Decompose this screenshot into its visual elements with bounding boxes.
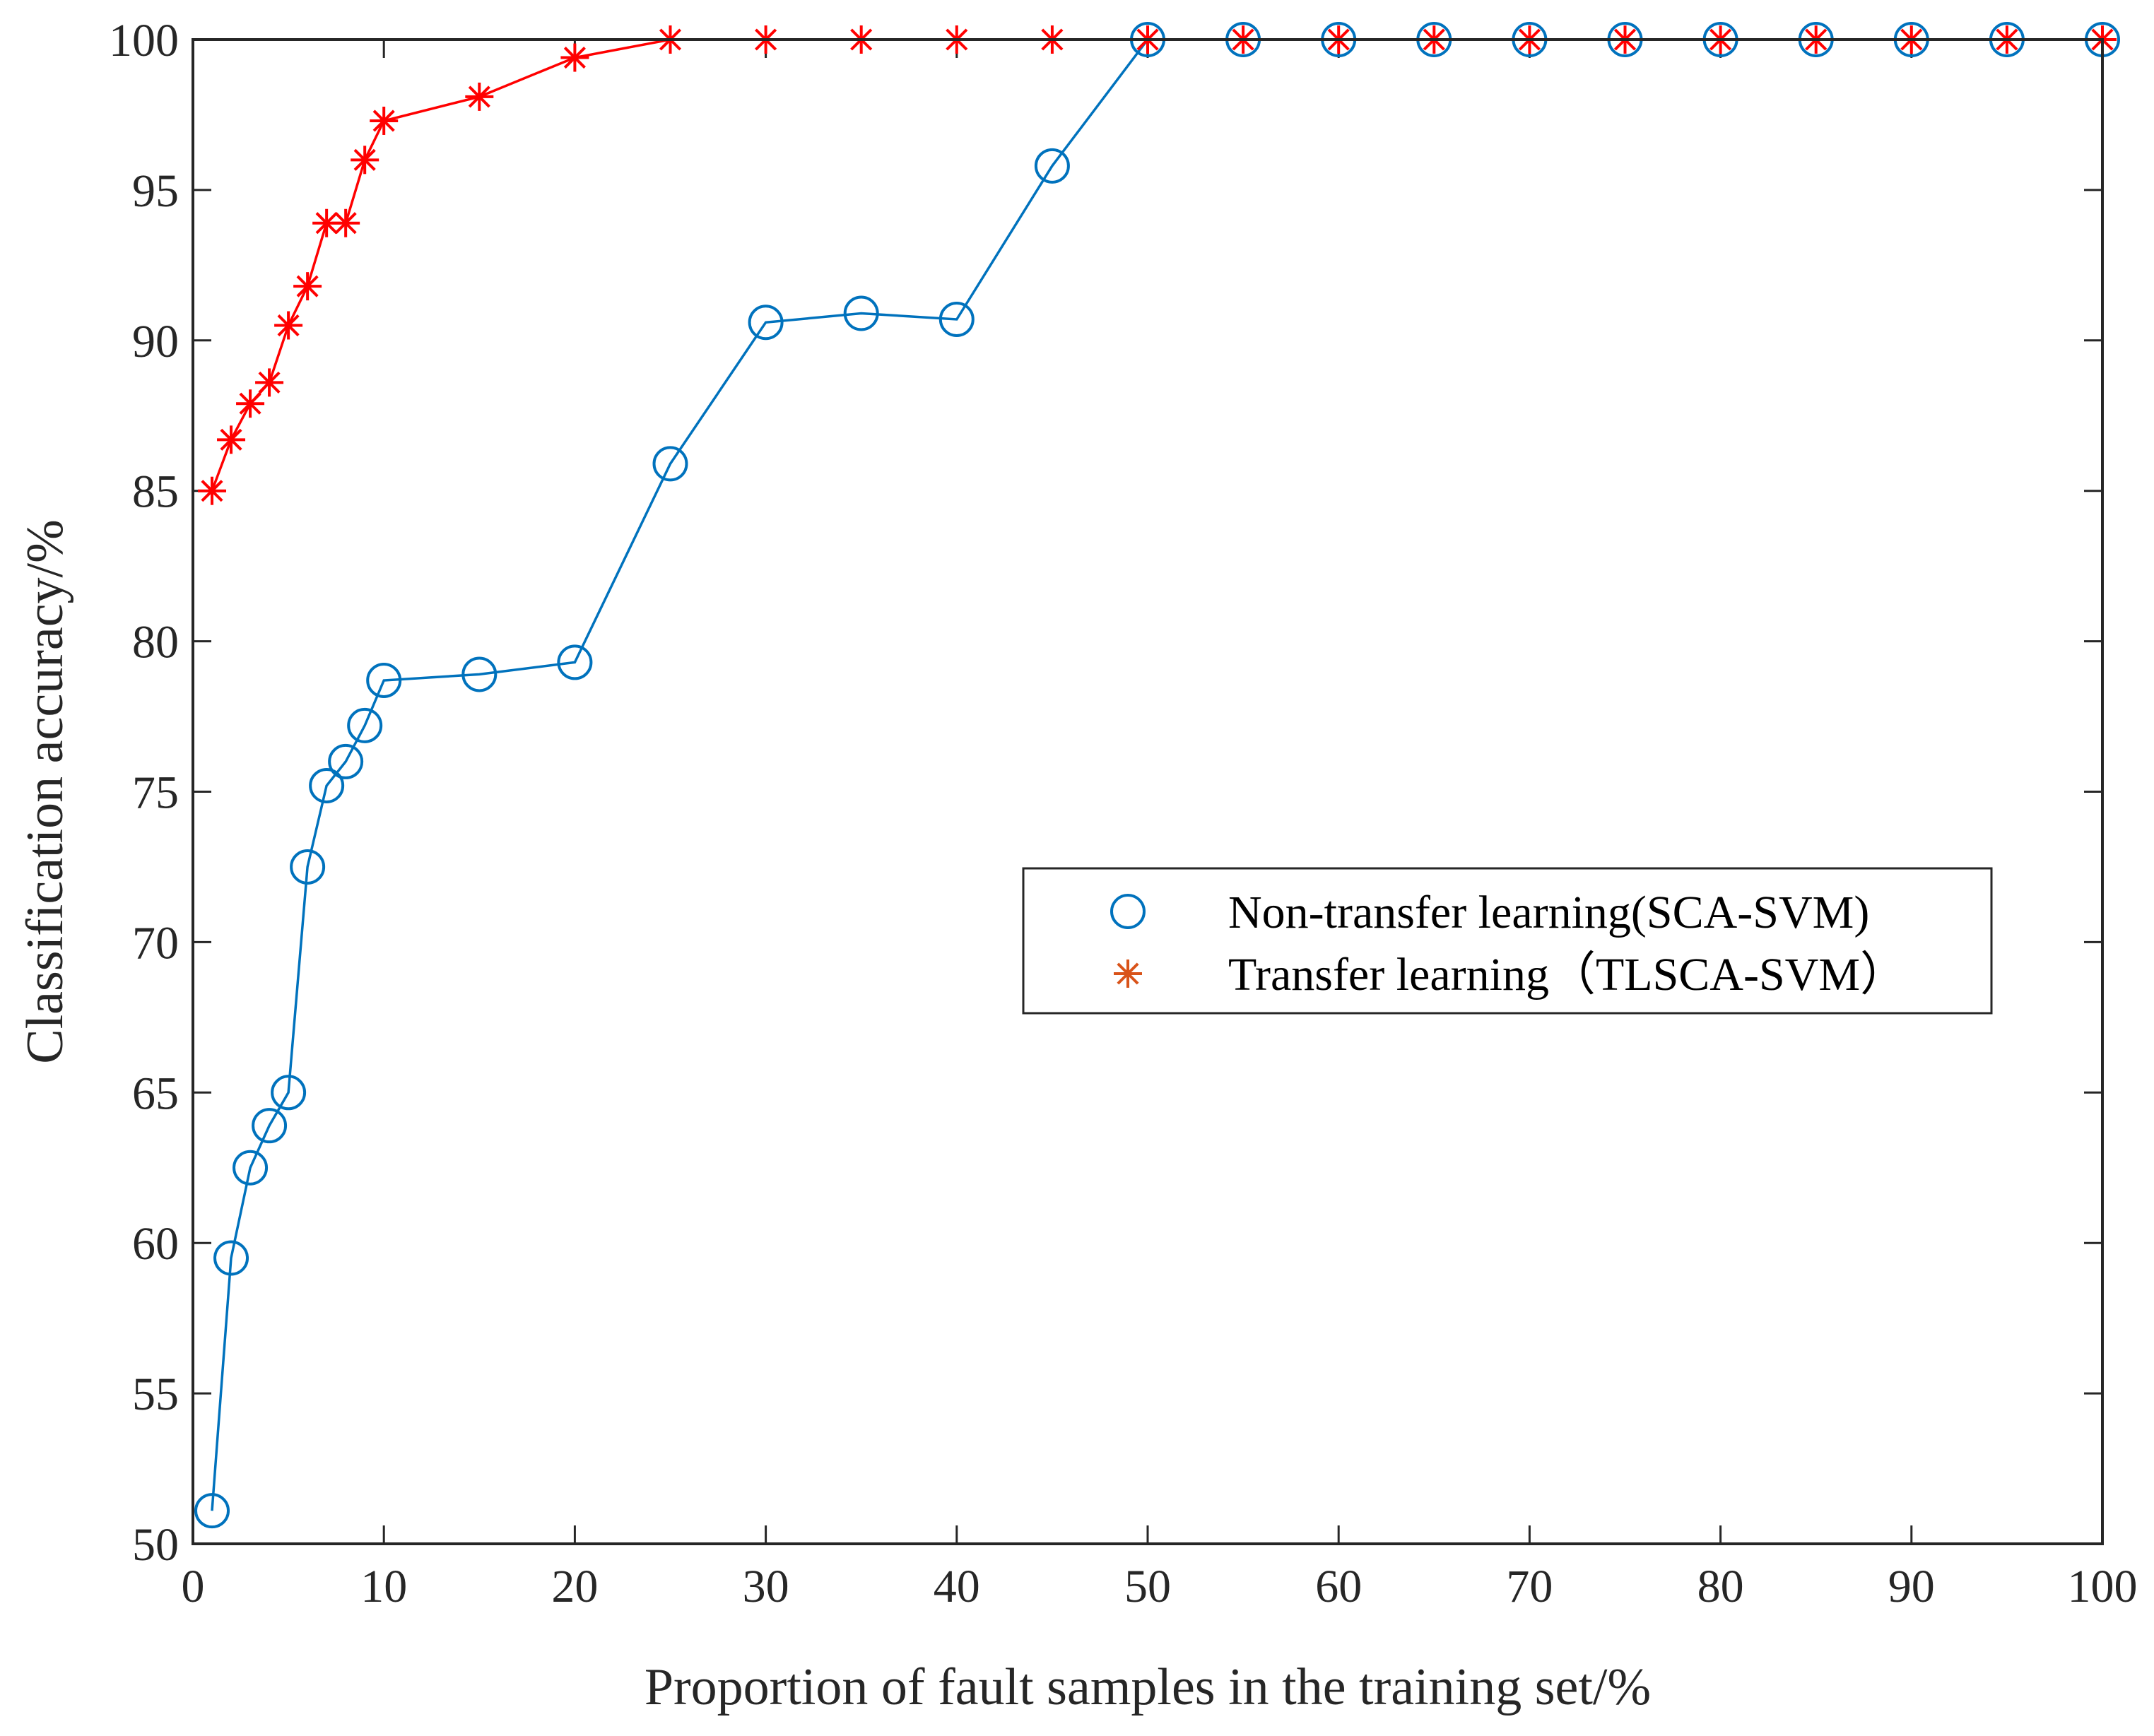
data-point-circle xyxy=(233,1150,269,1186)
data-point-circle xyxy=(271,1075,307,1111)
data-point-asterisk xyxy=(370,106,399,135)
y-tick-label: 85 xyxy=(132,466,179,518)
x-tick-label: 80 xyxy=(1697,1561,1744,1612)
y-tick-label: 75 xyxy=(132,767,179,819)
ticks-layer: 0 10 20 30 40 50 60 70 80 90 100 50 55 60 65 70 75 80 85 90… xyxy=(109,15,2138,1612)
data-point-circle xyxy=(461,656,498,692)
data-point-circle xyxy=(290,849,326,885)
y-axis-title: Classification accuracy/% xyxy=(16,519,74,1064)
x-tick-label: 60 xyxy=(1315,1561,1362,1612)
data-point-asterisk xyxy=(255,368,284,397)
data-point-asterisk xyxy=(198,476,227,505)
x-tick-label: 30 xyxy=(743,1561,789,1612)
data-point-asterisk xyxy=(274,311,303,340)
data-point-asterisk xyxy=(217,425,246,454)
y-tick-label: 55 xyxy=(132,1369,179,1420)
data-point-asterisk xyxy=(236,389,265,418)
data-point-asterisk xyxy=(331,208,360,237)
data-point-circle xyxy=(652,446,688,482)
legend-marker-asterisk xyxy=(1114,959,1142,988)
data-point-circle xyxy=(347,707,383,743)
y-tick-label: 70 xyxy=(132,917,179,969)
data-point-asterisk xyxy=(560,43,589,72)
data-point-circle xyxy=(843,295,879,331)
y-tick-label: 100 xyxy=(109,15,179,66)
y-tick-label: 60 xyxy=(132,1218,179,1270)
legend: Non-transfer learning(SCA-SVM) Transfer … xyxy=(1022,867,1993,1015)
data-point-circle xyxy=(252,1108,288,1144)
data-point-circle xyxy=(213,1240,249,1276)
data-point-circle xyxy=(309,767,345,803)
data-point-circle xyxy=(194,1493,230,1529)
x-tick-label: 90 xyxy=(1888,1561,1935,1612)
legend-marker-circle xyxy=(1110,894,1146,929)
data-point-asterisk xyxy=(351,146,379,175)
data-point-circle xyxy=(328,743,364,779)
y-tick-label: 65 xyxy=(132,1068,179,1119)
data-point-asterisk xyxy=(293,272,322,301)
x-tick-label: 100 xyxy=(2068,1561,2138,1612)
x-tick-label: 50 xyxy=(1124,1561,1171,1612)
x-tick-label: 40 xyxy=(934,1561,980,1612)
x-tick-label: 0 xyxy=(182,1561,205,1612)
x-axis-title: Proportion of fault samples in the train… xyxy=(645,1658,1651,1716)
y-tick-label: 90 xyxy=(132,316,179,367)
data-point-circle xyxy=(366,662,402,698)
y-tick-label: 95 xyxy=(132,165,179,217)
data-point-asterisk xyxy=(465,82,494,111)
data-point-circle xyxy=(938,301,975,337)
data-point-circle xyxy=(1034,148,1070,184)
y-tick-label: 80 xyxy=(132,617,179,668)
x-tick-label: 70 xyxy=(1506,1561,1553,1612)
legend-box xyxy=(1022,867,1993,1015)
data-point-circle xyxy=(748,305,784,341)
plot-frame xyxy=(192,38,2104,1545)
y-tick-label: 50 xyxy=(132,1519,179,1571)
legend-label-sca-svm: Non-transfer learning(SCA-SVM) xyxy=(1228,887,1869,938)
data-point-circle xyxy=(557,644,593,680)
x-tick-label: 10 xyxy=(360,1561,407,1612)
legend-label-tlsca-svm: Transfer learning（TLSCA-SVM） xyxy=(1228,949,1907,1000)
x-tick-label: 20 xyxy=(551,1561,598,1612)
